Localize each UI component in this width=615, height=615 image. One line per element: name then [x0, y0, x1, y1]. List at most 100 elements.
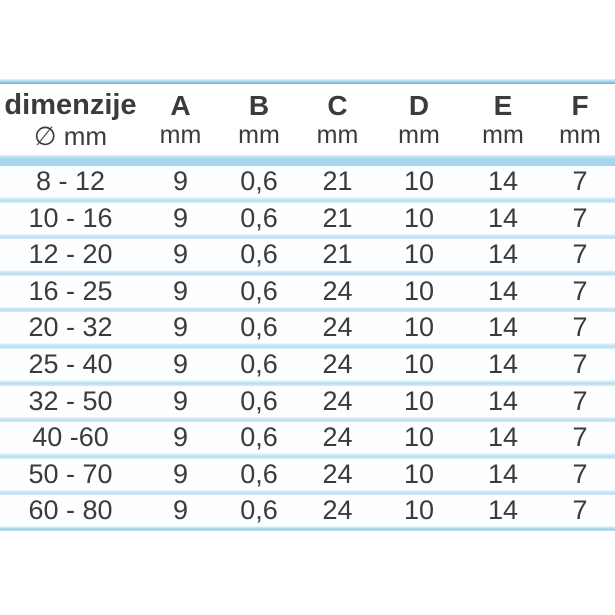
cell-f-value: 7 [572, 239, 588, 270]
header-cell-b: B mm [220, 90, 298, 149]
cell-f-value: 7 [572, 348, 588, 379]
cell-d-value: 10 [403, 385, 435, 416]
cell-d-value: 10 [403, 275, 435, 306]
header-unit-e: mm [482, 121, 524, 149]
row-separator [0, 270, 615, 276]
cell-f-value: 7 [572, 275, 588, 306]
header-unit-b: mm [238, 121, 280, 149]
cell-a-value: 9 [172, 348, 189, 379]
table-header-row: dimenzije ∅ mm A mm B mm C mm D mm E mm [0, 84, 615, 155]
cell-f-value: 7 [572, 312, 588, 343]
cell-d-value: 10 [403, 166, 435, 196]
cell-dimension-range: 8 - 12 [35, 166, 106, 196]
cell-e-value: 14 [487, 495, 519, 526]
row-separator [0, 233, 615, 240]
cell-b-value: 0,6 [240, 495, 278, 526]
cell-f-value: 7 [572, 385, 588, 416]
cell-b-value: 0,6 [240, 202, 278, 233]
cell-c-value: 24 [322, 312, 353, 343]
cell-c-value: 24 [322, 275, 353, 306]
cell-c-value: 24 [322, 422, 353, 453]
row-separator [0, 197, 615, 203]
cell-b-value: 0,6 [240, 312, 278, 343]
cell-d-value: 10 [403, 312, 435, 343]
table-row: 12 - 20 9 0,6 21 10 14 7 [0, 239, 615, 271]
table-bottom-border [0, 526, 615, 532]
header-letter-c: C [327, 90, 348, 121]
cell-dimension-range: 16 - 25 [28, 275, 113, 306]
cell-a-value: 9 [172, 275, 189, 306]
table-row: 8 - 12 9 0,6 21 10 14 7 [0, 166, 615, 197]
cell-dimension-range: 50 - 70 [28, 458, 113, 489]
cell-b-value: 0,6 [240, 385, 278, 416]
cell-c-value: 24 [322, 348, 353, 379]
cell-f-value: 7 [572, 458, 588, 489]
cell-c-value: 24 [322, 385, 353, 416]
cell-d-value: 10 [403, 202, 435, 233]
row-separator [0, 489, 615, 496]
cell-b-value: 0,6 [240, 166, 278, 196]
cell-c-value: 21 [322, 239, 353, 270]
dimensions-table: dimenzije ∅ mm A mm B mm C mm D mm E mm [0, 79, 615, 532]
cell-b-value: 0,6 [240, 275, 278, 306]
cell-d-value: 10 [403, 422, 435, 453]
cell-c-value: 24 [322, 495, 353, 526]
header-letter-b: B [248, 90, 270, 121]
header-unit-d: mm [398, 121, 440, 149]
cell-d-value: 10 [403, 348, 435, 379]
header-cell-dimensions: dimenzije ∅ mm [0, 89, 141, 151]
cell-e-value: 14 [487, 458, 519, 489]
cell-d-value: 10 [403, 239, 435, 270]
table-row: 60 - 80 9 0,6 24 10 14 7 [0, 495, 615, 527]
cell-f-value: 7 [572, 202, 588, 233]
cell-f-value: 7 [572, 495, 588, 526]
cell-a-value: 9 [172, 312, 189, 343]
cell-b-value: 0,6 [240, 422, 278, 453]
table-row: 20 - 32 9 0,6 24 10 14 7 [0, 312, 615, 344]
cell-dimension-range: 12 - 20 [28, 239, 113, 270]
header-unit-c: mm [316, 121, 359, 149]
header-letter-a: A [170, 90, 191, 121]
cell-a-value: 9 [172, 495, 189, 526]
header-cell-e: E mm [461, 90, 545, 149]
cell-a-value: 9 [172, 422, 189, 453]
header-cell-f: F mm [545, 90, 615, 149]
header-dimensions-title: dimenzije [4, 88, 137, 121]
table-row: 10 - 16 9 0,6 21 10 14 7 [0, 202, 615, 234]
cell-c-value: 24 [322, 458, 353, 489]
header-separator-band [0, 155, 615, 166]
cell-f-value: 7 [572, 166, 588, 196]
header-letter-d: D [408, 90, 430, 121]
cell-dimension-range: 32 - 50 [28, 385, 113, 416]
cell-f-value: 7 [572, 422, 588, 453]
cell-e-value: 14 [487, 239, 519, 270]
row-separator [0, 416, 615, 423]
row-separator [0, 453, 615, 459]
cell-dimension-range: 60 - 80 [28, 495, 113, 526]
header-dimensions-diameter-unit: ∅ mm [33, 120, 108, 151]
header-letter-f: F [571, 90, 589, 121]
row-separator [0, 343, 615, 349]
header-cell-a: A mm [141, 90, 220, 149]
cell-dimension-range: 40 -60 [32, 422, 109, 453]
cell-dimension-range: 25 - 40 [28, 348, 113, 379]
table-top-border [0, 79, 615, 84]
table-row: 50 - 70 9 0,6 24 10 14 7 [0, 458, 615, 490]
cell-d-value: 10 [403, 458, 435, 489]
cell-a-value: 9 [172, 166, 189, 196]
cell-dimension-range: 20 - 32 [28, 312, 113, 343]
row-separator [0, 306, 615, 313]
cell-e-value: 14 [487, 422, 519, 453]
table-row: 16 - 25 9 0,6 24 10 14 7 [0, 275, 615, 307]
header-unit-f: mm [559, 121, 601, 149]
header-letter-e: E [493, 90, 513, 121]
cell-e-value: 14 [487, 202, 519, 233]
cell-b-value: 0,6 [240, 239, 278, 270]
cell-b-value: 0,6 [240, 458, 278, 489]
header-cell-d: D mm [377, 90, 461, 149]
table-row: 40 -60 9 0,6 24 10 14 7 [0, 422, 615, 454]
cell-e-value: 14 [487, 385, 519, 416]
row-separator [0, 379, 615, 386]
header-unit-a: mm [159, 121, 202, 149]
